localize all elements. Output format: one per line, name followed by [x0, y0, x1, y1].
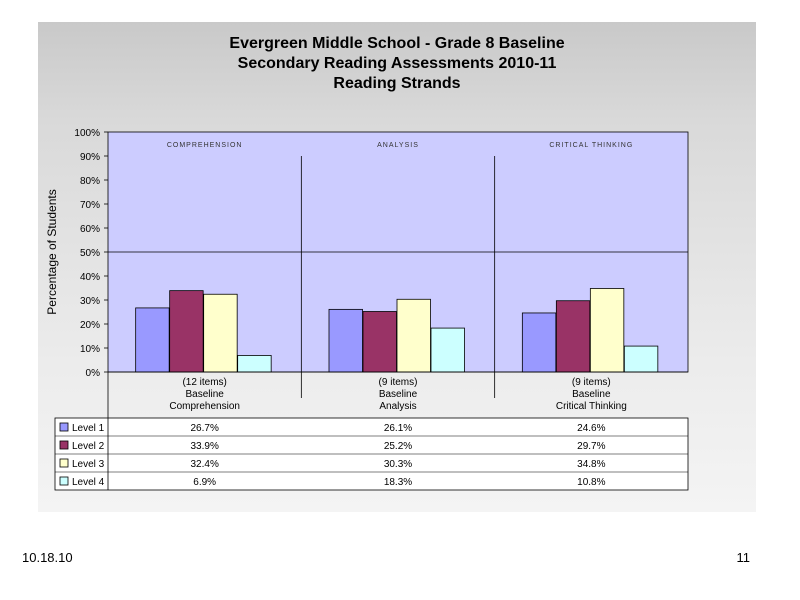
y-tick-label: 70% [80, 200, 100, 211]
legend-swatch [59, 422, 69, 432]
category-label: Comprehension [169, 401, 240, 412]
category-label: Critical Thinking [556, 401, 627, 412]
data-label: 6.9% [193, 477, 216, 488]
y-tick-label: 80% [80, 176, 100, 187]
bar-level-1 [521, 312, 557, 373]
panel-label: CRITICAL THINKING [549, 142, 633, 149]
data-label: 29.7% [577, 441, 605, 452]
category-label: Analysis [379, 401, 416, 412]
legend-label: Level 4 [72, 477, 105, 488]
legend-swatch [59, 458, 69, 468]
bar-level-1 [135, 307, 170, 373]
panel-label: ANALYSIS [377, 142, 419, 149]
legend-label: Level 3 [72, 459, 105, 470]
bar-level-2 [555, 300, 591, 373]
category-label: (9 items) [572, 377, 611, 388]
bar-level-2 [169, 290, 204, 373]
chart-title-line-3: Reading Strands [333, 75, 461, 92]
bar-level-3 [203, 293, 238, 373]
legend-label: Level 2 [72, 441, 105, 452]
data-label: 32.4% [190, 459, 218, 470]
legend-swatch [59, 476, 69, 486]
y-tick-label: 10% [80, 344, 100, 355]
footer-date: 10.18.10 [22, 550, 73, 565]
y-tick-label: 40% [80, 272, 100, 283]
bar-level-3 [589, 288, 625, 373]
data-label: 26.1% [384, 423, 412, 434]
footer-page-number: 11 [736, 550, 751, 565]
category-label: Baseline [379, 389, 418, 400]
category-label: Baseline [572, 389, 611, 400]
data-label: 10.8% [577, 477, 605, 488]
bar-level-4 [430, 327, 465, 373]
legend-swatch [59, 440, 69, 450]
data-label: 24.6% [577, 423, 605, 434]
y-axis-label: Percentage of Students [45, 189, 59, 314]
bar-level-2 [362, 311, 397, 373]
data-label: 18.3% [384, 477, 412, 488]
chart-title-line-2: Secondary Reading Assessments 2010-11 [237, 55, 557, 72]
bar-level-3 [396, 298, 431, 373]
y-tick-label: 90% [80, 152, 100, 163]
y-tick-label: 100% [74, 128, 100, 139]
panel-label: COMPREHENSION [167, 142, 243, 149]
data-label: 30.3% [384, 459, 412, 470]
bar-level-4 [237, 355, 272, 373]
category-label: (9 items) [379, 377, 418, 388]
data-label: 33.9% [190, 441, 218, 452]
y-tick-label: 60% [80, 224, 100, 235]
legend-label: Level 1 [72, 423, 105, 434]
category-label: (12 items) [182, 377, 226, 388]
data-label: 34.8% [577, 459, 605, 470]
chart-title-line-1: Evergreen Middle School - Grade 8 Baseli… [229, 35, 565, 52]
y-tick-label: 20% [80, 320, 100, 331]
category-label: Baseline [185, 389, 224, 400]
data-label: 25.2% [384, 441, 412, 452]
y-tick-label: 30% [80, 296, 100, 307]
bar-level-4 [623, 345, 659, 373]
y-tick-label: 0% [86, 368, 101, 379]
y-tick-label: 50% [80, 248, 100, 259]
bar-level-1 [328, 308, 363, 373]
data-label: 26.7% [190, 423, 218, 434]
